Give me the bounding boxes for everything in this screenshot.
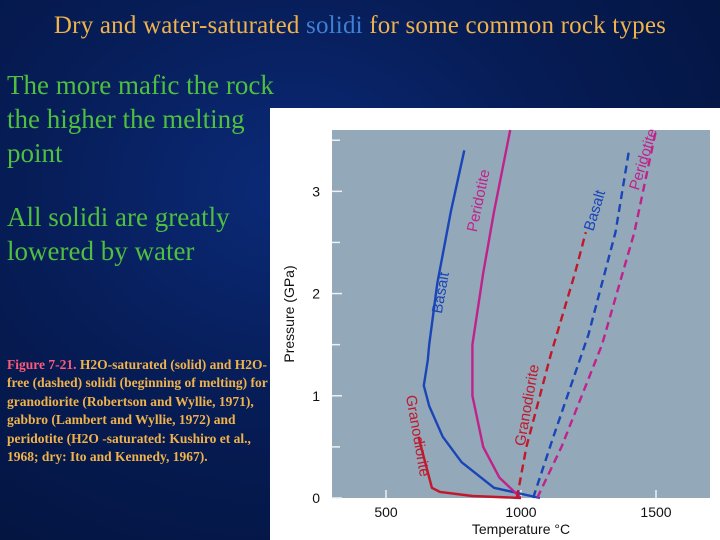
x-tick-label: 500 (374, 504, 398, 520)
plot-area (332, 130, 710, 498)
series-basalt-dashed (531, 150, 631, 499)
title-highlight: solidi (306, 12, 363, 39)
series-granodiorite-solid (417, 436, 522, 500)
solidus-figure: 0 1 2 3 500 1000 1500 Basalt Peridotite Granodio… (270, 108, 720, 540)
caption-figure-number: Figure 7-21. (7, 357, 77, 372)
slide-title: Dry and water-saturated solidi for some … (53, 12, 667, 39)
bullet-mafic: The more mafic the rock the higher the m… (7, 70, 274, 168)
x-tick-label: 1500 (640, 504, 671, 520)
figure-caption: Figure 7-21. H2O-saturated (solid) and H… (7, 356, 275, 466)
y-tick-label: 3 (312, 183, 320, 199)
series-granodiorite-dashed (515, 231, 587, 499)
series-basalt-solid (422, 150, 541, 500)
bullet-water: All solidi are greatly lowered by water (7, 202, 230, 266)
y-axis-label: Pressure (GPa) (281, 265, 297, 362)
x-tick-label: 1000 (505, 504, 536, 520)
caption-text: H2O-saturated (solid) and H2O-free (dash… (7, 357, 268, 465)
x-axis-label: Temperature °C (472, 521, 570, 537)
series-peridotite-solid (471, 129, 522, 499)
y-tick-label: 2 (312, 286, 320, 302)
y-tick-label: 0 (312, 490, 320, 506)
series-peridotite-dashed (536, 129, 658, 499)
y-tick-label: 1 (312, 388, 320, 404)
